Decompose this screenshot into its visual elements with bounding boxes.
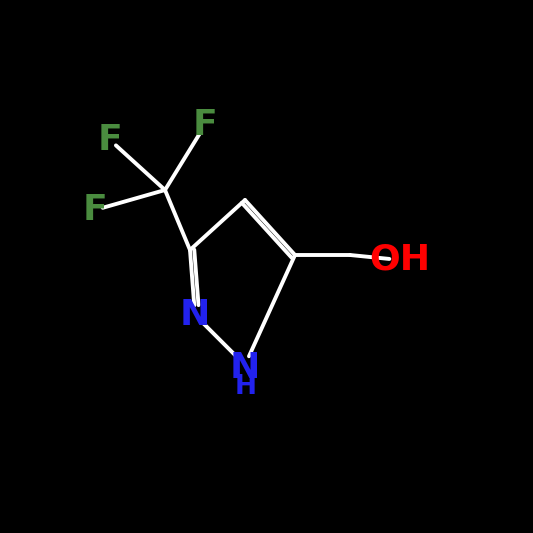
Text: H: H — [235, 374, 257, 400]
Text: F: F — [192, 108, 217, 142]
Text: F: F — [98, 123, 123, 157]
Text: F: F — [83, 193, 107, 227]
Text: N: N — [180, 298, 210, 332]
Text: OH: OH — [369, 243, 431, 277]
Text: N: N — [230, 351, 260, 385]
